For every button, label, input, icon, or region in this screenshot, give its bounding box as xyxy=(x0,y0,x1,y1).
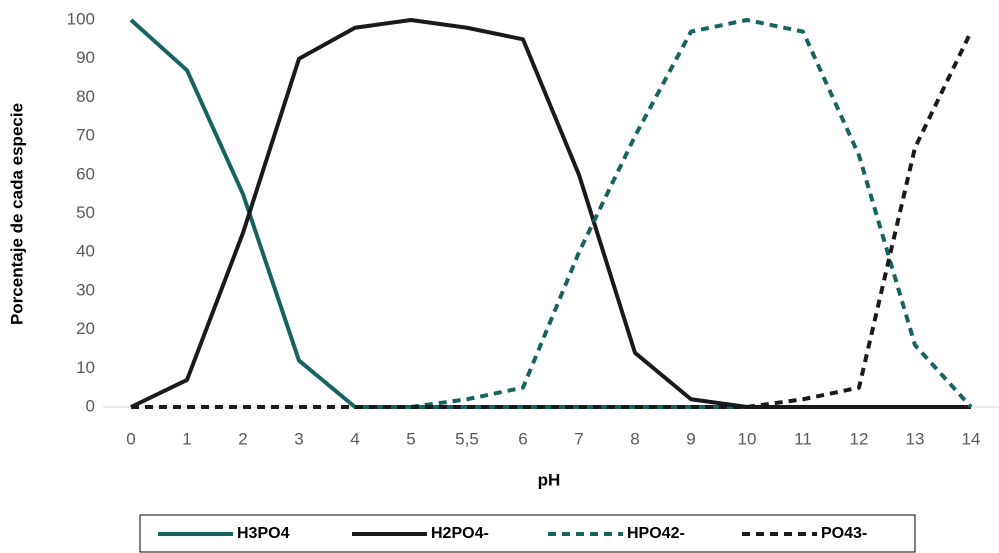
legend-label: H3PO4 xyxy=(237,525,290,542)
x-tick-label: 14 xyxy=(962,429,981,448)
series-line xyxy=(129,18,971,409)
x-tick-label: 5,5 xyxy=(455,429,479,448)
y-tick-label: 50 xyxy=(76,203,95,222)
x-axis-label: pH xyxy=(538,470,561,489)
x-tick-label: 7 xyxy=(574,429,583,448)
y-tick-label: 30 xyxy=(76,280,95,299)
y-tick-label: 40 xyxy=(76,242,95,261)
x-tick-label: 12 xyxy=(850,429,869,448)
x-tick-label: 10 xyxy=(738,429,757,448)
y-tick-label: 100 xyxy=(67,9,95,28)
x-tick-label: 9 xyxy=(686,429,695,448)
y-tick-label: 80 xyxy=(76,87,95,106)
x-tick-label: 4 xyxy=(350,429,359,448)
x-tick-label: 1 xyxy=(182,429,191,448)
x-tick-label: 0 xyxy=(126,429,135,448)
legend-box xyxy=(139,514,916,553)
x-tick-label: 13 xyxy=(906,429,925,448)
legend-label: HPO42- xyxy=(627,525,685,542)
x-tick-label: 8 xyxy=(630,429,639,448)
y-tick-label: 0 xyxy=(86,396,95,415)
x-tick-label: 11 xyxy=(794,429,812,448)
y-axis-label: Porcentaje de cada especie xyxy=(7,103,26,325)
x-tick-label: 2 xyxy=(238,429,247,448)
series-line xyxy=(130,18,971,409)
legend-label: PO43- xyxy=(821,525,867,542)
x-tick-label: 6 xyxy=(518,429,527,448)
legend-label: H2PO4- xyxy=(431,525,489,542)
x-tick-label: 5 xyxy=(406,429,415,448)
y-tick-label: 90 xyxy=(76,48,95,67)
y-tick-label: 10 xyxy=(76,358,95,377)
x-tick-label: 3 xyxy=(294,429,303,448)
series-line xyxy=(131,18,973,409)
y-tick-label: 60 xyxy=(76,164,95,183)
series-line xyxy=(131,30,973,409)
y-tick-label: 70 xyxy=(76,126,95,145)
y-tick-label: 20 xyxy=(76,319,95,338)
